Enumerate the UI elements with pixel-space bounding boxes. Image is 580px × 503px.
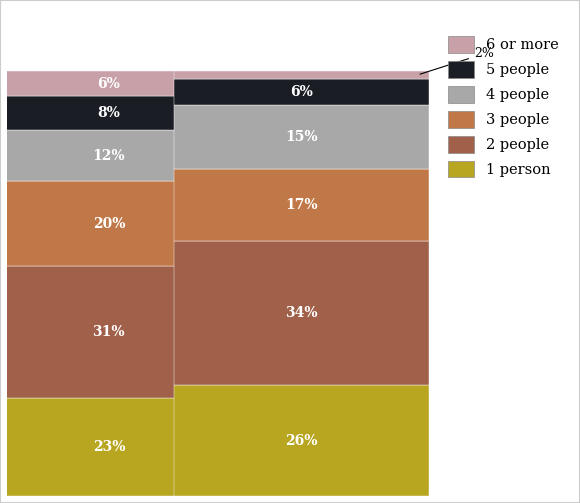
Bar — [0, 398, 236, 496]
Text: 15%: 15% — [285, 130, 318, 144]
Text: 31%: 31% — [93, 325, 125, 340]
Text: 6%: 6% — [97, 76, 120, 91]
Bar — [0, 96, 236, 130]
Bar — [174, 105, 429, 169]
Bar — [174, 79, 429, 105]
Bar — [174, 71, 429, 79]
Text: 17%: 17% — [285, 198, 318, 212]
Bar — [174, 169, 429, 241]
Bar — [0, 181, 236, 267]
Bar — [174, 385, 429, 496]
Text: 34%: 34% — [285, 306, 318, 320]
Bar — [0, 267, 236, 398]
Bar — [174, 241, 429, 385]
Bar — [0, 130, 236, 181]
Text: 2%: 2% — [420, 47, 494, 74]
Text: 6%: 6% — [290, 85, 313, 99]
Text: 26%: 26% — [285, 434, 318, 448]
Text: 20%: 20% — [93, 217, 125, 231]
Text: 12%: 12% — [93, 149, 125, 163]
Bar — [0, 71, 236, 96]
Legend: 6 or more, 5 people, 4 people, 3 people, 2 people, 1 person: 6 or more, 5 people, 4 people, 3 people,… — [441, 29, 566, 185]
Text: 23%: 23% — [93, 440, 125, 454]
Text: 8%: 8% — [97, 106, 120, 120]
